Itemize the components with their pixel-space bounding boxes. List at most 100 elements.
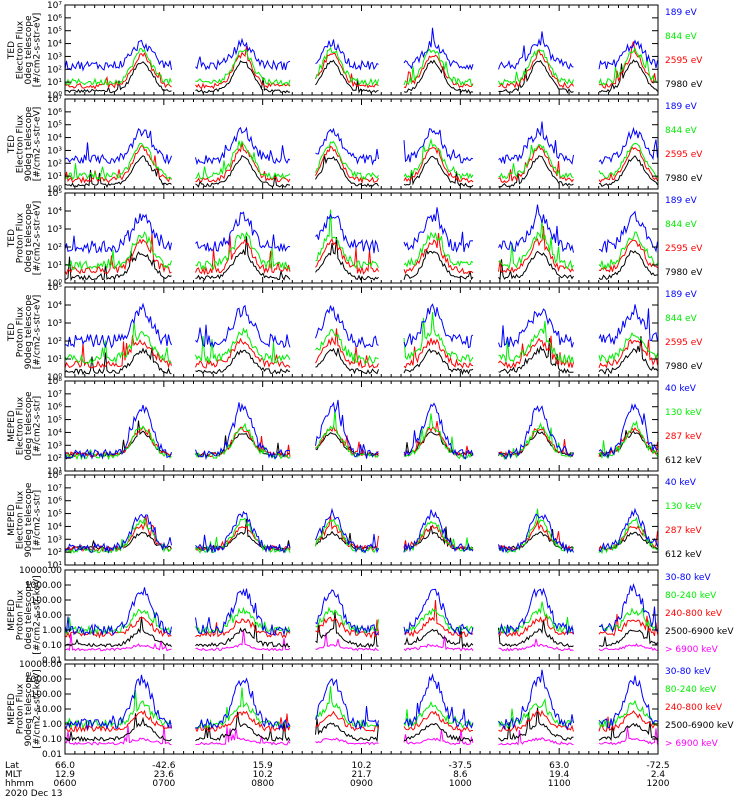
y-tick-label: 10⁷: [47, 95, 62, 105]
y-axis-title-line: 90deg telescope: [24, 671, 34, 746]
time-axis-value: 63.0: [549, 761, 569, 771]
time-axis-row-label: MLT: [5, 770, 23, 780]
legend-entry: 2595 eV: [665, 244, 703, 254]
panel-5: 10¹ 10² 10³ 10⁴ 10⁵ 10⁶ 10⁷ 10⁸ MEPEDElectron Fl…: [7, 377, 702, 477]
y-tick-label: 10⁶: [47, 403, 62, 413]
time-axis-value: 15.9: [253, 761, 273, 771]
legend-entry: 40 keV: [665, 478, 697, 488]
y-tick-label: 10⁰: [47, 185, 62, 195]
time-axis-value: 23.6: [154, 770, 174, 780]
legend-entry: 30-80 keV: [665, 667, 711, 677]
series-trace-7980-ev: [65, 236, 658, 282]
series-trace-240-800-kev: [65, 709, 658, 733]
y-axis-title: MEPEDProton Flux0deg telescope[#/cm2-s-s…: [7, 575, 43, 654]
panel-8-traces: [65, 669, 658, 746]
y-tick-label: 10⁴: [47, 207, 62, 217]
y-axis-title-line: [#/cm2-s-str-keV]: [33, 575, 43, 654]
y-tick-label: 0.10: [42, 641, 62, 651]
y-axis-title-line: 90deg telescope: [24, 482, 34, 557]
y-tick-label: 10.00: [36, 611, 62, 621]
time-axis-value: 10.2: [253, 770, 273, 780]
series-trace--6900-kev: [65, 725, 658, 746]
legend-entry: 80-240 keV: [665, 591, 717, 601]
y-tick-label: 100.00: [31, 596, 63, 606]
y-tick-label: 10⁴: [47, 428, 62, 438]
time-axis-value: 0600: [54, 779, 77, 789]
series-trace-844-ev: [65, 46, 658, 87]
y-axis-title-line: Proton Flux: [16, 589, 26, 640]
legend-entry: 287 keV: [665, 526, 702, 536]
legend-entry: 2500-6900 keV: [665, 627, 734, 637]
panel-1-traces: [65, 27, 658, 94]
y-tick-label: 10⁸: [47, 471, 62, 481]
y-tick-label: 10⁷: [47, 484, 62, 494]
legend-entry: 2595 eV: [665, 338, 703, 348]
series-trace-287-kev: [65, 515, 658, 553]
panel-5-traces: [65, 399, 658, 461]
legend-entry: 844 eV: [665, 314, 698, 324]
time-axis-value: 0700: [152, 779, 175, 789]
y-tick-label: 10000.00: [19, 566, 62, 576]
panel-7-traces: [65, 583, 658, 652]
y-tick-label: 10⁵: [47, 510, 62, 520]
legend-entry: 7980 eV: [665, 174, 703, 184]
y-axis-title-line: [#/cm2-s-str-eV]: [33, 295, 43, 370]
date-label: 2020 Dec 13: [5, 789, 63, 799]
time-axis-value: 19.4: [549, 770, 569, 780]
y-axis-title-line: [#/cm2-s-str-eV]: [33, 201, 43, 276]
y-tick-label: 10¹: [47, 355, 62, 365]
y-tick-label: 10¹: [47, 78, 62, 88]
y-tick-label: 10⁷: [47, 390, 62, 400]
y-tick-label: 10⁶: [47, 14, 62, 24]
time-axis-value: -37.5: [449, 761, 472, 771]
legend-entry: 2595 eV: [665, 150, 703, 160]
y-tick-label: 10³: [47, 535, 62, 545]
y-axis-title-line: [#/cm2-s-str-eV]: [33, 13, 43, 88]
series-trace--6900-kev: [65, 629, 658, 652]
legend-entry: 2500-6900 keV: [665, 721, 734, 731]
series-trace-2595-ev: [65, 41, 658, 90]
y-axis-title-line: Proton Flux: [16, 212, 26, 263]
y-tick-label: 10²: [47, 243, 62, 253]
y-axis-title-line: Electron Flux: [16, 114, 26, 173]
time-axis-value: 0900: [350, 779, 373, 789]
y-tick-label: 1000.00: [25, 581, 62, 591]
y-axis-title-line: TED: [7, 229, 17, 248]
legend-entry: 7980 eV: [665, 80, 703, 90]
y-axis-title: MEPEDProton Flux90deg telescope[#/cm2-s-…: [7, 669, 43, 748]
panel-3-traces: [65, 204, 658, 282]
legend-entry: 2595 eV: [665, 56, 703, 66]
y-tick-label: 10⁰: [47, 373, 62, 383]
time-axis-value: 66.0: [55, 761, 75, 771]
time-axis-value: 0800: [251, 779, 274, 789]
series-trace-130-kev: [65, 508, 658, 555]
y-axis-title-line: Electron Flux: [16, 20, 26, 79]
y-axis-title-line: [#/cm2-s-str-keV]: [33, 669, 43, 748]
series-trace-189-ev: [65, 27, 658, 72]
y-axis-title-line: Electron Flux: [16, 490, 26, 549]
y-tick-label: 10²: [47, 454, 62, 464]
panel-6: 10¹ 10² 10³ 10⁴ 10⁵ 10⁶ 10⁷ 10⁸ MEPEDElectron Fl…: [7, 471, 702, 571]
legend-entry: 7980 eV: [665, 268, 703, 278]
series-trace-7980-ev: [65, 154, 658, 188]
time-axis-row-label: hhmm: [5, 779, 34, 789]
legend-entry: 844 eV: [665, 126, 698, 136]
y-axis-title-line: TED: [7, 323, 17, 342]
time-axis-value: 8.6: [453, 770, 468, 780]
y-axis-title-line: 90deg telescope: [24, 106, 34, 181]
time-axis-value: -72.5: [646, 761, 669, 771]
y-axis-title-line: MEPED: [7, 410, 17, 442]
panel-8: 0.010.101.0010.00100.001000.0010000.00ME…: [7, 660, 734, 760]
y-tick-label: 10³: [47, 52, 62, 62]
y-tick-label: 10⁵: [47, 416, 62, 426]
y-tick-label: 10000.00: [19, 660, 62, 670]
time-axis-value: 1100: [548, 779, 571, 789]
y-tick-label: 10⁷: [47, 1, 62, 11]
series-trace-189-ev: [65, 204, 658, 255]
y-tick-label: 10⁰: [47, 279, 62, 289]
y-axis-title-line: 90deg telescope: [24, 294, 34, 369]
y-axis-title-line: TED: [7, 135, 17, 154]
legend-entry: 189 eV: [665, 102, 698, 112]
series-trace-189-ev: [65, 302, 658, 349]
